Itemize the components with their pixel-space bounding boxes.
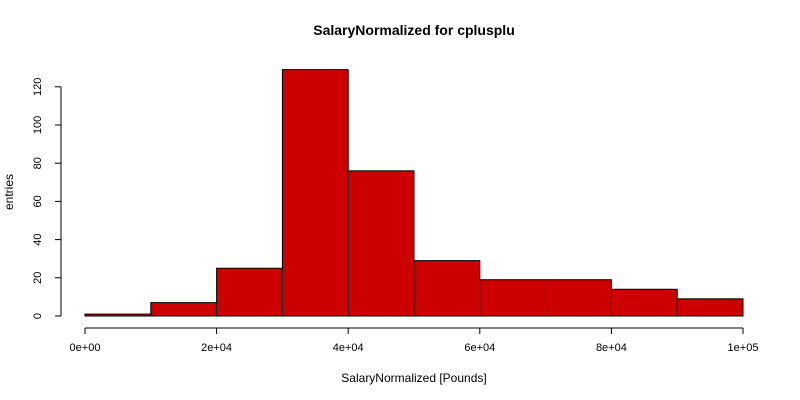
x-tick-label-4: 8e+04 <box>596 342 627 354</box>
x-axis: 0e+00 2e+04 4e+04 6e+04 8e+04 1e+05 <box>70 327 759 354</box>
histogram-bar-1 <box>84 313 152 317</box>
histogram-bar-6 <box>413 260 481 317</box>
histogram-bar-2 <box>150 302 218 317</box>
y-tick-label-5: 100 <box>32 116 44 134</box>
x-tick-label-0: 0e+00 <box>70 342 101 354</box>
histogram-bar-8 <box>545 279 612 317</box>
histogram-bar-4 <box>281 69 349 317</box>
histogram-bar-10 <box>676 298 744 317</box>
x-tick-label-5: 1e+05 <box>728 342 759 354</box>
bars-group <box>84 69 744 317</box>
x-axis-label: SalaryNormalized [Pounds] <box>341 371 486 385</box>
y-tick-label-6: 120 <box>32 78 44 96</box>
y-tick-label-3: 60 <box>32 195 44 207</box>
x-tick-label-3: 6e+04 <box>464 342 495 354</box>
y-tick-label-2: 40 <box>32 233 44 245</box>
histogram-bar-9 <box>610 288 678 317</box>
histogram-bar-7 <box>479 279 547 317</box>
y-axis: 0 20 40 60 80 100 120 <box>32 78 62 319</box>
histogram-bar-5 <box>347 170 415 317</box>
chart-title: SalaryNormalized for cplusplu <box>313 22 515 38</box>
y-tick-label-0: 0 <box>32 313 44 319</box>
y-axis-label: entries <box>2 174 16 210</box>
x-tick-label-2: 4e+04 <box>333 342 364 354</box>
histogram-bar-3 <box>216 267 283 317</box>
y-tick-label-1: 20 <box>32 272 44 284</box>
y-tick-label-4: 80 <box>32 157 44 169</box>
x-tick-label-1: 2e+04 <box>201 342 232 354</box>
